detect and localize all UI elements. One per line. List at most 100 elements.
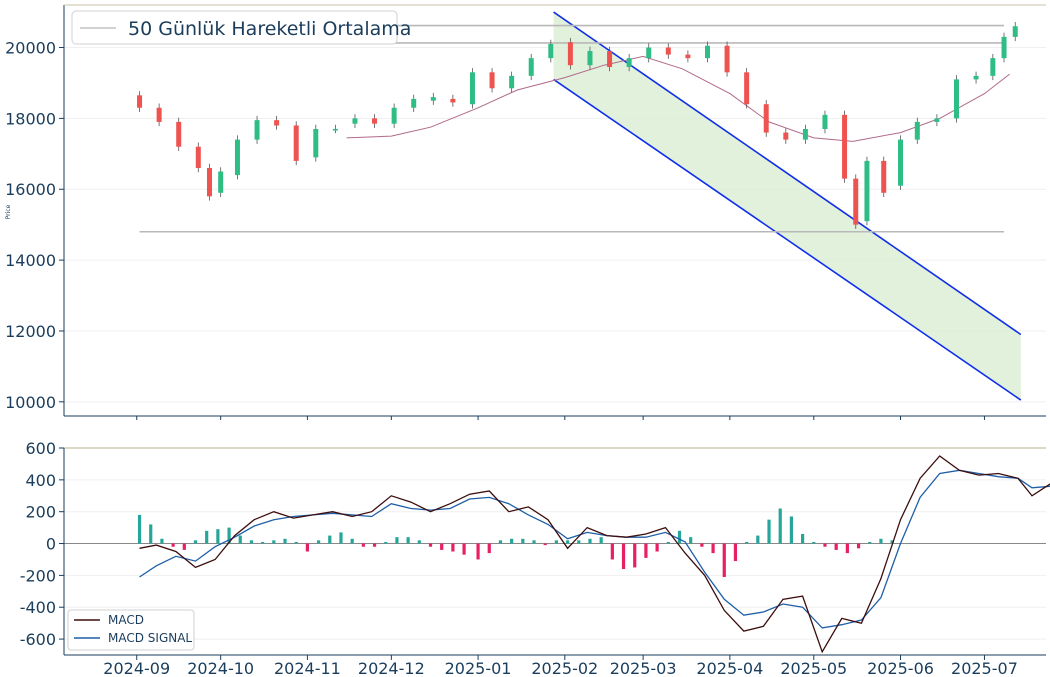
candle — [391, 107, 397, 124]
histogram-bar — [554, 540, 558, 544]
histogram-bar — [532, 540, 536, 544]
histogram-bar — [711, 543, 715, 554]
legend-label-signal: MACD SIGNAL — [108, 631, 192, 645]
candle — [469, 72, 475, 105]
candle — [218, 171, 224, 193]
candle — [1012, 26, 1018, 37]
histogram-bar — [305, 543, 310, 552]
histogram-bar — [328, 535, 332, 544]
histogram-bar — [644, 543, 648, 558]
x-tick-label: 2025-01 — [445, 659, 512, 677]
histogram-bar — [610, 543, 614, 560]
histogram-bar — [339, 532, 343, 544]
histogram-bar — [599, 537, 603, 544]
candle — [548, 43, 554, 59]
histogram-bar — [395, 537, 399, 544]
histogram-bar — [149, 524, 153, 544]
histogram-bar — [283, 538, 287, 544]
histogram-bar — [789, 516, 794, 544]
candle — [744, 72, 750, 105]
x-tick-label: 2025-03 — [610, 659, 677, 677]
histogram-bar — [834, 543, 838, 550]
candle — [509, 75, 515, 89]
candle — [973, 75, 979, 80]
histogram-bar — [677, 530, 682, 544]
candle — [137, 95, 143, 108]
candle — [685, 54, 691, 59]
macd-y-tick-label: 400 — [25, 471, 56, 490]
candle — [704, 45, 710, 59]
histogram-bar — [487, 543, 491, 554]
x-tick-label: 2024-10 — [187, 659, 254, 677]
candle — [864, 160, 870, 222]
macd-line — [139, 455, 1050, 654]
candle — [898, 139, 904, 186]
candle — [489, 72, 495, 89]
candle — [587, 51, 593, 66]
histogram-bar — [171, 543, 175, 547]
candle — [953, 79, 959, 119]
price-y-tick-label: 12000 — [5, 322, 56, 341]
histogram-bar — [722, 543, 726, 577]
price-y-tick-label: 14000 — [5, 251, 56, 270]
histogram-bar — [350, 538, 354, 544]
histogram-bar — [633, 543, 637, 568]
histogram-bar — [845, 543, 849, 554]
moving-average-50 — [346, 55, 1010, 142]
histogram-bar — [498, 540, 503, 544]
histogram-bar — [238, 535, 242, 544]
price-y-tick-label: 20000 — [5, 39, 56, 58]
histogram-bar — [361, 543, 365, 547]
candle — [881, 160, 887, 193]
histogram-bar — [205, 530, 209, 544]
candle — [1001, 36, 1007, 59]
macd-lines — [139, 455, 1050, 654]
candle — [607, 51, 613, 68]
histogram-bar — [565, 540, 570, 544]
signal-line — [139, 469, 1050, 629]
histogram-bar — [733, 543, 738, 562]
macd-y-tick-label: 0 — [46, 535, 56, 554]
candle — [313, 129, 319, 158]
candle — [802, 129, 808, 140]
candle — [528, 58, 534, 76]
histogram-bar — [249, 540, 254, 544]
histogram-bar — [182, 543, 186, 550]
candle — [450, 98, 456, 103]
histogram-bar — [856, 543, 861, 549]
histogram-bar — [812, 541, 816, 544]
price-y-tick-label: 18000 — [5, 109, 56, 128]
legend-label-macd: MACD — [108, 613, 144, 627]
histogram-bar — [778, 508, 782, 544]
histogram-bar — [440, 543, 444, 550]
candle — [293, 125, 299, 161]
channel-fill — [553, 12, 1021, 401]
histogram-bar — [428, 543, 433, 547]
candle — [274, 120, 280, 126]
candle — [156, 107, 162, 122]
histogram-bar — [261, 541, 265, 544]
histogram-bar — [868, 541, 872, 544]
x-tick-label: 2025-04 — [696, 659, 763, 677]
macd-y-tick-label: 600 — [25, 439, 56, 458]
candle — [195, 146, 201, 168]
candle — [990, 58, 996, 76]
macd-legend: MACD MACD SIGNAL — [67, 609, 195, 651]
price-axes: 10000 12000 14000 16000 18000 20000 Price — [5, 4, 1046, 420]
histogram-bar — [577, 540, 581, 544]
histogram-bar — [890, 540, 894, 544]
legend-box — [71, 10, 398, 45]
candle — [254, 120, 260, 140]
macd-y-tick-label: 200 — [25, 503, 56, 522]
candlesticks — [137, 22, 1018, 229]
histogram-bar — [666, 541, 670, 544]
histogram-bar — [756, 535, 760, 544]
histogram-bar — [543, 543, 547, 546]
candle — [567, 42, 573, 66]
histogram-bar — [227, 527, 231, 544]
histogram-bar — [521, 538, 525, 544]
histogram-bar — [767, 519, 771, 544]
histogram-bar — [462, 543, 466, 555]
candle — [411, 98, 417, 108]
